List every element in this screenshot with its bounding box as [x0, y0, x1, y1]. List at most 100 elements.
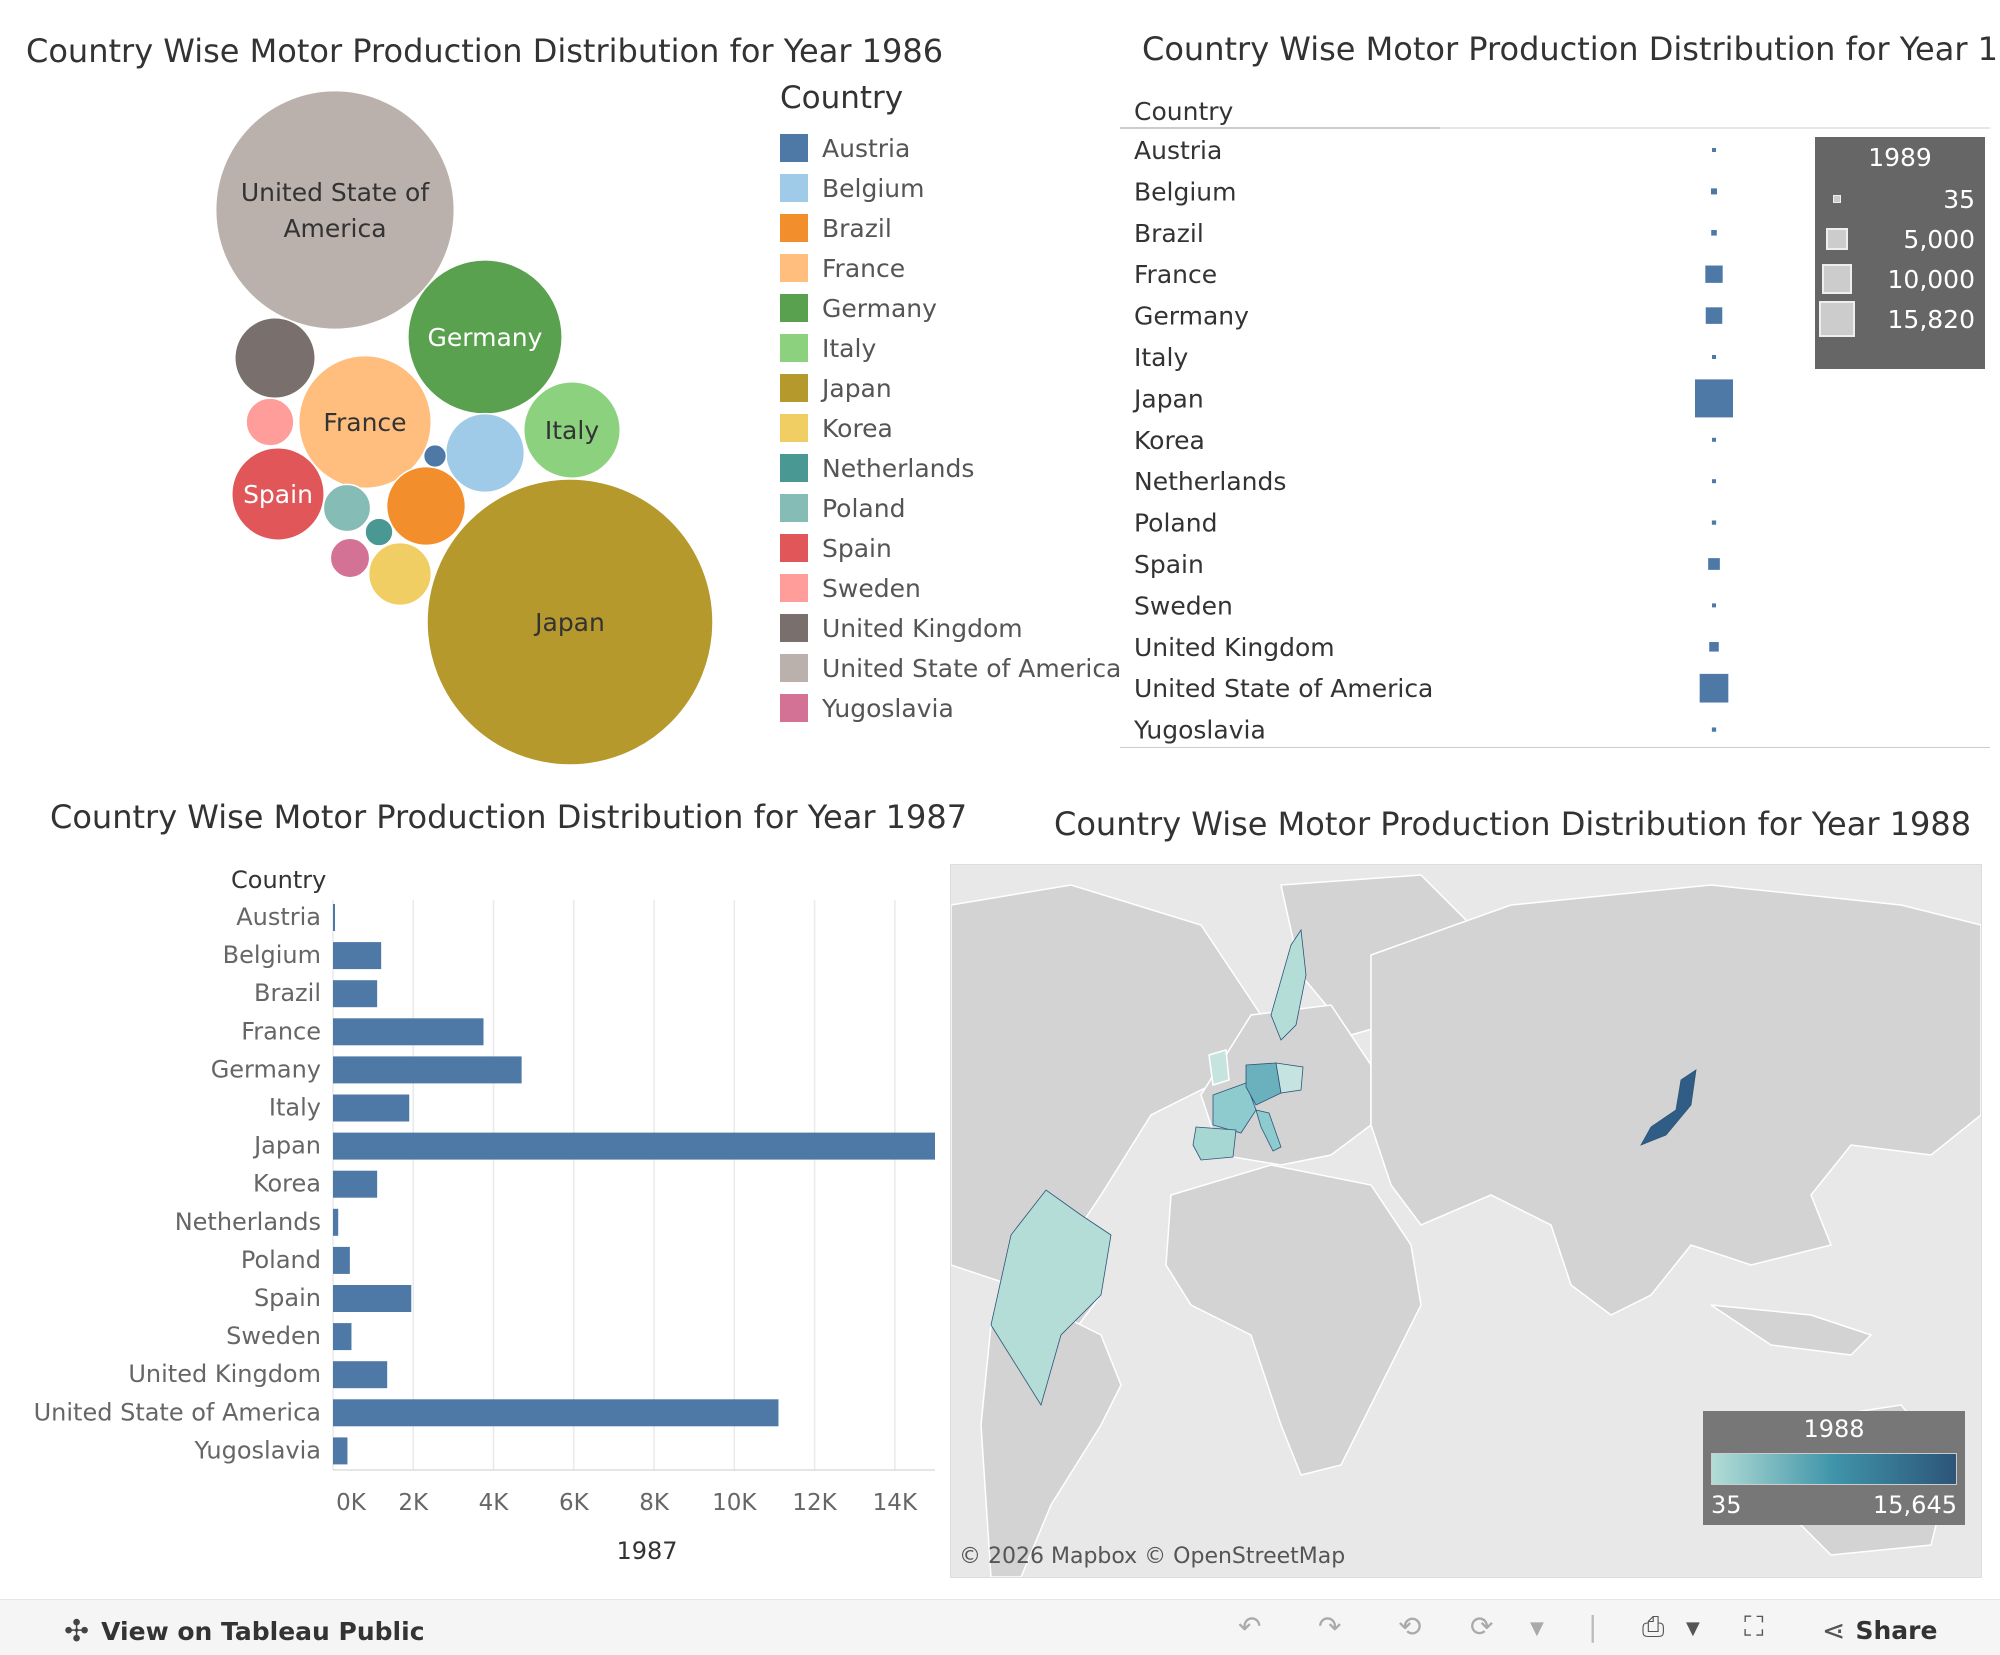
bubble-mark[interactable] — [322, 483, 372, 533]
bubble-mark[interactable] — [297, 354, 433, 490]
view-on-tableau-link[interactable]: ✣ View on Tableau Public — [64, 1614, 425, 1649]
legend-label: Netherlands — [822, 453, 975, 483]
legend-item[interactable]: Germany — [780, 288, 1121, 328]
size-mark[interactable] — [1711, 727, 1717, 732]
bubble-mark[interactable] — [426, 478, 714, 766]
bar-mark[interactable] — [333, 1361, 388, 1389]
size-mark[interactable] — [1710, 188, 1718, 195]
table-row-label: United State of America — [1134, 674, 1433, 703]
bubble-mark[interactable] — [444, 412, 526, 494]
bar-mark[interactable] — [333, 904, 335, 931]
bubble-mark[interactable] — [385, 465, 467, 547]
revert-icon[interactable]: ⟲ — [1398, 1610, 1422, 1643]
bar-mark[interactable] — [333, 1399, 779, 1427]
bubble-mark[interactable] — [367, 541, 433, 607]
legend-item[interactable]: Netherlands — [780, 448, 1121, 488]
size-swatch — [1819, 301, 1855, 337]
color-legend-1988: 1988 35 15,645 — [1703, 1411, 1965, 1525]
bubble-mark[interactable] — [214, 89, 456, 331]
size-mark[interactable] — [1709, 642, 1719, 652]
bar-mark[interactable] — [333, 1056, 522, 1084]
map-credit[interactable]: © 2026 Mapbox © OpenStreetMap — [959, 1544, 1346, 1569]
download-icon[interactable]: ⎙ — [1642, 1610, 1665, 1643]
legend-swatch — [780, 494, 808, 522]
bar-mark[interactable] — [333, 1208, 339, 1236]
legend-item[interactable]: France — [780, 248, 1121, 288]
legend-item[interactable]: Korea — [780, 408, 1121, 448]
share-label: Share — [1855, 1616, 1938, 1645]
legend-item[interactable]: Japan — [780, 368, 1121, 408]
map-1988[interactable]: © 2026 Mapbox © OpenStreetMap 1988 35 15… — [950, 864, 1982, 1578]
share-button[interactable]: ⋖ Share — [1822, 1614, 1937, 1647]
legend-label: United State of America — [822, 653, 1122, 683]
size-mark[interactable] — [1708, 558, 1720, 570]
table-row-label: Korea — [1134, 426, 1205, 455]
fullscreen-icon[interactable]: ⛶ — [1744, 1610, 1764, 1643]
refresh-icon[interactable]: ⟳ — [1470, 1610, 1494, 1643]
bubble-mark[interactable] — [422, 443, 448, 469]
view-on-tableau-label: View on Tableau Public — [101, 1617, 425, 1646]
bubble-mark[interactable] — [245, 397, 295, 447]
bar-mark[interactable] — [333, 1094, 410, 1122]
size-mark[interactable] — [1711, 520, 1717, 525]
bar-mark[interactable] — [333, 1285, 412, 1312]
legend-label: Sweden — [822, 573, 921, 603]
legend-swatch — [780, 614, 808, 642]
bubble-mark[interactable] — [234, 317, 316, 399]
legend-item[interactable]: United Kingdom — [780, 608, 1121, 648]
size-legend-value: 35 — [1943, 184, 1975, 214]
size-mark[interactable] — [1705, 265, 1723, 283]
bubble-label: Italy — [545, 416, 599, 445]
size-mark[interactable] — [1705, 307, 1723, 324]
bubble-label: Germany — [428, 323, 543, 352]
chart-title-1987: Country Wise Motor Production Distributi… — [50, 798, 968, 836]
bar-mark[interactable] — [333, 1170, 378, 1198]
size-swatch — [1822, 264, 1852, 294]
legend-swatch — [780, 414, 808, 442]
redo-icon[interactable]: ↷ — [1318, 1610, 1342, 1643]
table-row-label: Sweden — [1134, 591, 1233, 620]
legend-item[interactable]: Yugoslavia — [780, 688, 1121, 728]
bar-mark[interactable] — [333, 1323, 352, 1351]
bar-mark[interactable] — [333, 1132, 935, 1160]
download-dropdown-icon[interactable]: ▼ — [1686, 1618, 1700, 1639]
size-mark[interactable] — [1711, 230, 1717, 236]
bar-mark[interactable] — [333, 942, 382, 970]
legend-item[interactable]: Sweden — [780, 568, 1121, 608]
japan-shape — [1640, 1069, 1697, 1146]
bar-mark[interactable] — [333, 1018, 484, 1046]
size-mark[interactable] — [1712, 603, 1716, 608]
legend-item[interactable]: Austria — [780, 128, 1121, 168]
undo-icon[interactable]: ↶ — [1238, 1610, 1262, 1643]
share-icon: ⋖ — [1822, 1614, 1846, 1647]
size-mark[interactable] — [1712, 437, 1716, 442]
bubble-mark[interactable] — [522, 380, 622, 480]
legend-swatch — [780, 454, 808, 482]
refresh-dropdown-icon[interactable]: ▼ — [1530, 1618, 1544, 1639]
table-row-label: Japan — [1132, 384, 1204, 413]
legend-label: Germany — [822, 293, 937, 323]
bubble-mark[interactable] — [329, 537, 371, 579]
size-mark[interactable] — [1695, 379, 1733, 418]
bubble-mark[interactable] — [231, 447, 325, 541]
legend-item[interactable]: Spain — [780, 528, 1121, 568]
legend-item[interactable]: Poland — [780, 488, 1121, 528]
bar-mark[interactable] — [333, 980, 378, 1008]
table-row-label: Austria — [1134, 136, 1222, 165]
bar-category-label: Spain — [254, 1284, 321, 1312]
legend-item[interactable]: Italy — [780, 328, 1121, 368]
size-mark[interactable] — [1712, 355, 1716, 359]
legend-swatch — [780, 214, 808, 242]
legend-item[interactable]: Belgium — [780, 168, 1121, 208]
table-row-label: Belgium — [1134, 177, 1237, 206]
table-row-label: Germany — [1134, 302, 1249, 331]
legend-item[interactable]: United State of America — [780, 648, 1121, 688]
size-mark[interactable] — [1699, 673, 1729, 703]
size-mark[interactable] — [1712, 148, 1716, 152]
sweden-shape — [1270, 928, 1307, 1041]
size-mark[interactable] — [1712, 479, 1716, 484]
bar-mark[interactable] — [333, 1437, 348, 1465]
bubble-mark[interactable] — [364, 517, 394, 547]
bar-mark[interactable] — [333, 1246, 350, 1274]
legend-item[interactable]: Brazil — [780, 208, 1121, 248]
